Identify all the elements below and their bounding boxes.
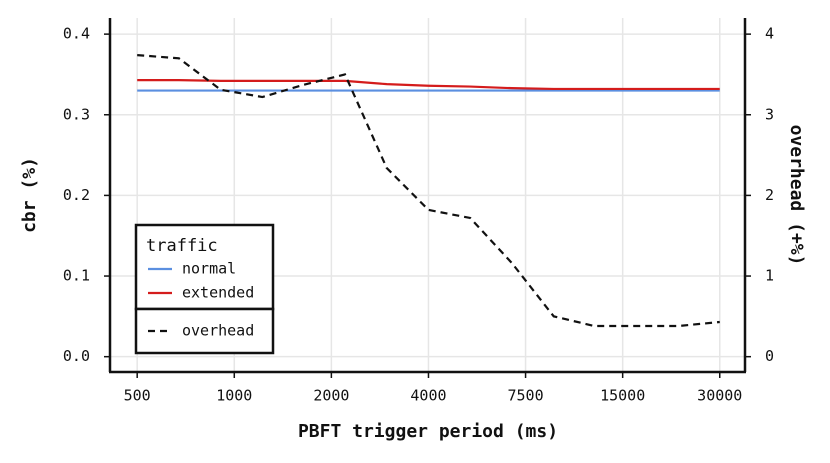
legend-label: overhead <box>182 322 254 340</box>
y2-axis-label: overhead (+%) <box>786 125 807 266</box>
y-tick-label: 0.1 <box>63 267 90 285</box>
y2-tick-label: 0 <box>765 347 774 365</box>
y-tick-label: 0.0 <box>63 347 90 365</box>
legend-label: normal <box>182 260 236 278</box>
x-tick-label: 2000 <box>313 387 349 405</box>
y2-tick-label: 1 <box>765 267 774 285</box>
line <box>137 78 720 91</box>
x-tick-label: 1000 <box>216 387 252 405</box>
y-tick-label: 0.4 <box>63 25 90 43</box>
x-tick-label: 500 <box>124 387 151 405</box>
x-tick-label: 7500 <box>508 387 544 405</box>
legend-title: traffic <box>146 236 218 256</box>
x-tick-label: 4000 <box>410 387 446 405</box>
x-tick-label: 30000 <box>697 387 742 405</box>
y2-tick-label: 4 <box>765 25 774 43</box>
x-tick-label: 15000 <box>600 387 645 405</box>
legend-label: extended <box>182 284 254 302</box>
y-tick-label: 0.3 <box>63 105 90 123</box>
y2-tick-label: 3 <box>765 105 774 123</box>
y-axis-label: cbr (%) <box>19 157 40 233</box>
x-axis-label: PBFT trigger period (ms) <box>298 421 558 442</box>
y-tick-label: 0.2 <box>63 186 90 204</box>
legend-box <box>134 307 275 355</box>
y2-tick-label: 2 <box>765 186 774 204</box>
line <box>137 53 720 328</box>
